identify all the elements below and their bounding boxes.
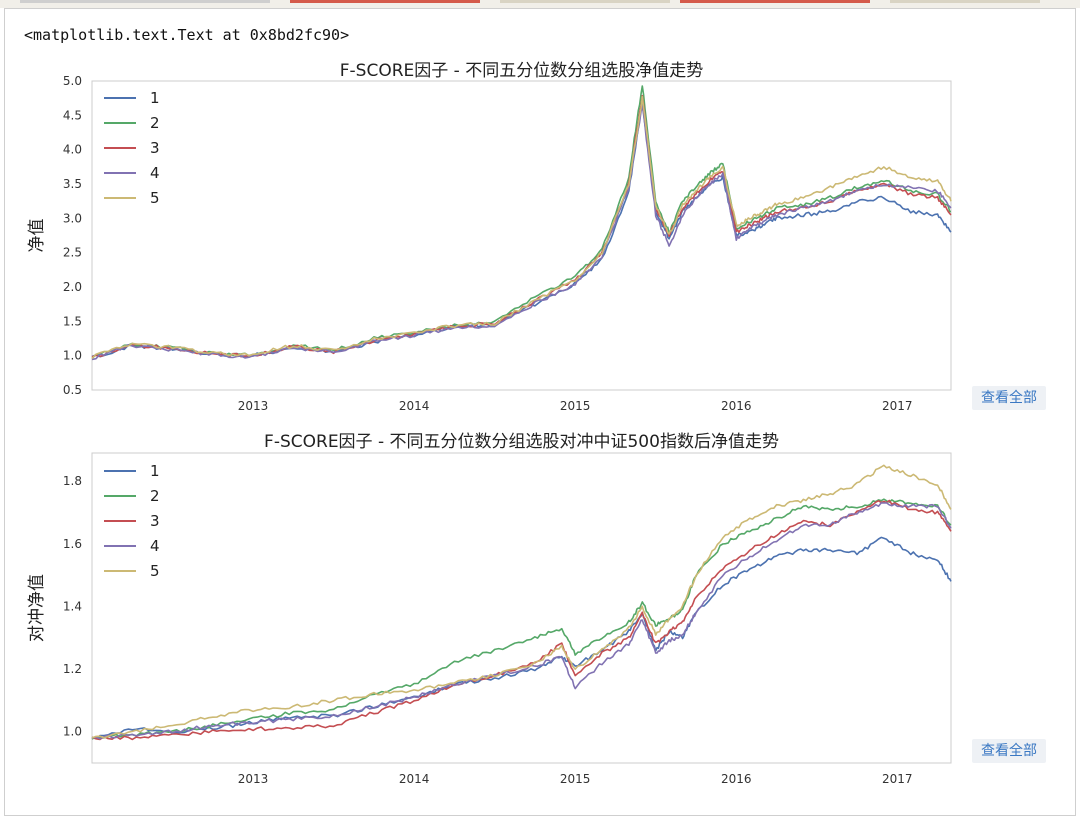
series-line-1 <box>91 536 952 740</box>
y-axis-label-bottom: 对冲净值 <box>27 574 47 642</box>
x-tick-label: 2014 <box>399 399 430 413</box>
legend-label-1: 1 <box>150 89 160 107</box>
y-tick-label: 3.5 <box>63 177 82 191</box>
y-tick-label: 3.0 <box>63 211 82 225</box>
chart-title-top: F-SCORE因子 - 不同五分位数分组选股净值走势 <box>340 61 703 81</box>
legend-label-5: 5 <box>150 562 160 580</box>
y-tick-label: 1.6 <box>63 537 82 551</box>
y-tick-label: 5.0 <box>63 74 82 88</box>
y-axis-label-top: 净值 <box>27 219 47 253</box>
y-tick-label: 1.8 <box>63 474 82 488</box>
x-tick-label: 2013 <box>238 399 269 413</box>
series-line-3 <box>91 499 952 741</box>
x-tick-label: 2016 <box>721 772 752 786</box>
y-tick-label: 4.5 <box>63 108 82 122</box>
y-tick-label: 1.2 <box>63 662 82 676</box>
legend-label-1: 1 <box>150 462 160 480</box>
y-tick-label: 0.5 <box>63 383 82 397</box>
x-tick-label: 2015 <box>560 772 591 786</box>
plot-frame-bottom <box>91 452 952 764</box>
series-line-4 <box>91 502 952 740</box>
y-tick-label: 1.4 <box>63 599 82 613</box>
series-line-5 <box>91 464 952 739</box>
y-tick-label: 2.5 <box>63 246 82 260</box>
legend-label-3: 3 <box>150 139 160 157</box>
legend-label-3: 3 <box>150 512 160 530</box>
x-tick-label: 2015 <box>560 399 591 413</box>
y-tick-label: 1.0 <box>63 725 82 739</box>
cell-above-strip <box>0 0 1080 8</box>
legend-label-4: 4 <box>150 164 160 182</box>
y-tick-label: 1.0 <box>63 349 82 363</box>
legend-label-2: 2 <box>150 114 160 132</box>
x-tick-label: 2013 <box>238 772 269 786</box>
y-tick-label: 1.5 <box>63 314 82 328</box>
x-tick-label: 2017 <box>882 772 913 786</box>
x-tick-label: 2016 <box>721 399 752 413</box>
series-line-2 <box>91 498 952 740</box>
series-line-4 <box>91 104 952 361</box>
chart-title-bottom: F-SCORE因子 - 不同五分位数分组选股对冲中证500指数后净值走势 <box>264 432 779 452</box>
output-repr-text: <matplotlib.text.Text at 0x8bd2fc90> <box>24 26 350 44</box>
x-tick-label: 2014 <box>399 772 430 786</box>
legend-label-4: 4 <box>150 537 160 555</box>
plot-frame-top <box>91 80 952 391</box>
legend-label-2: 2 <box>150 487 160 505</box>
y-tick-label: 4.0 <box>63 143 82 157</box>
legend-label-5: 5 <box>150 189 160 207</box>
series-line-5 <box>91 95 952 360</box>
y-tick-label: 2.0 <box>63 280 82 294</box>
view-all-button-bottom[interactable]: 查看全部 <box>972 739 1046 763</box>
view-all-button-top[interactable]: 查看全部 <box>972 386 1046 410</box>
x-tick-label: 2017 <box>882 399 913 413</box>
